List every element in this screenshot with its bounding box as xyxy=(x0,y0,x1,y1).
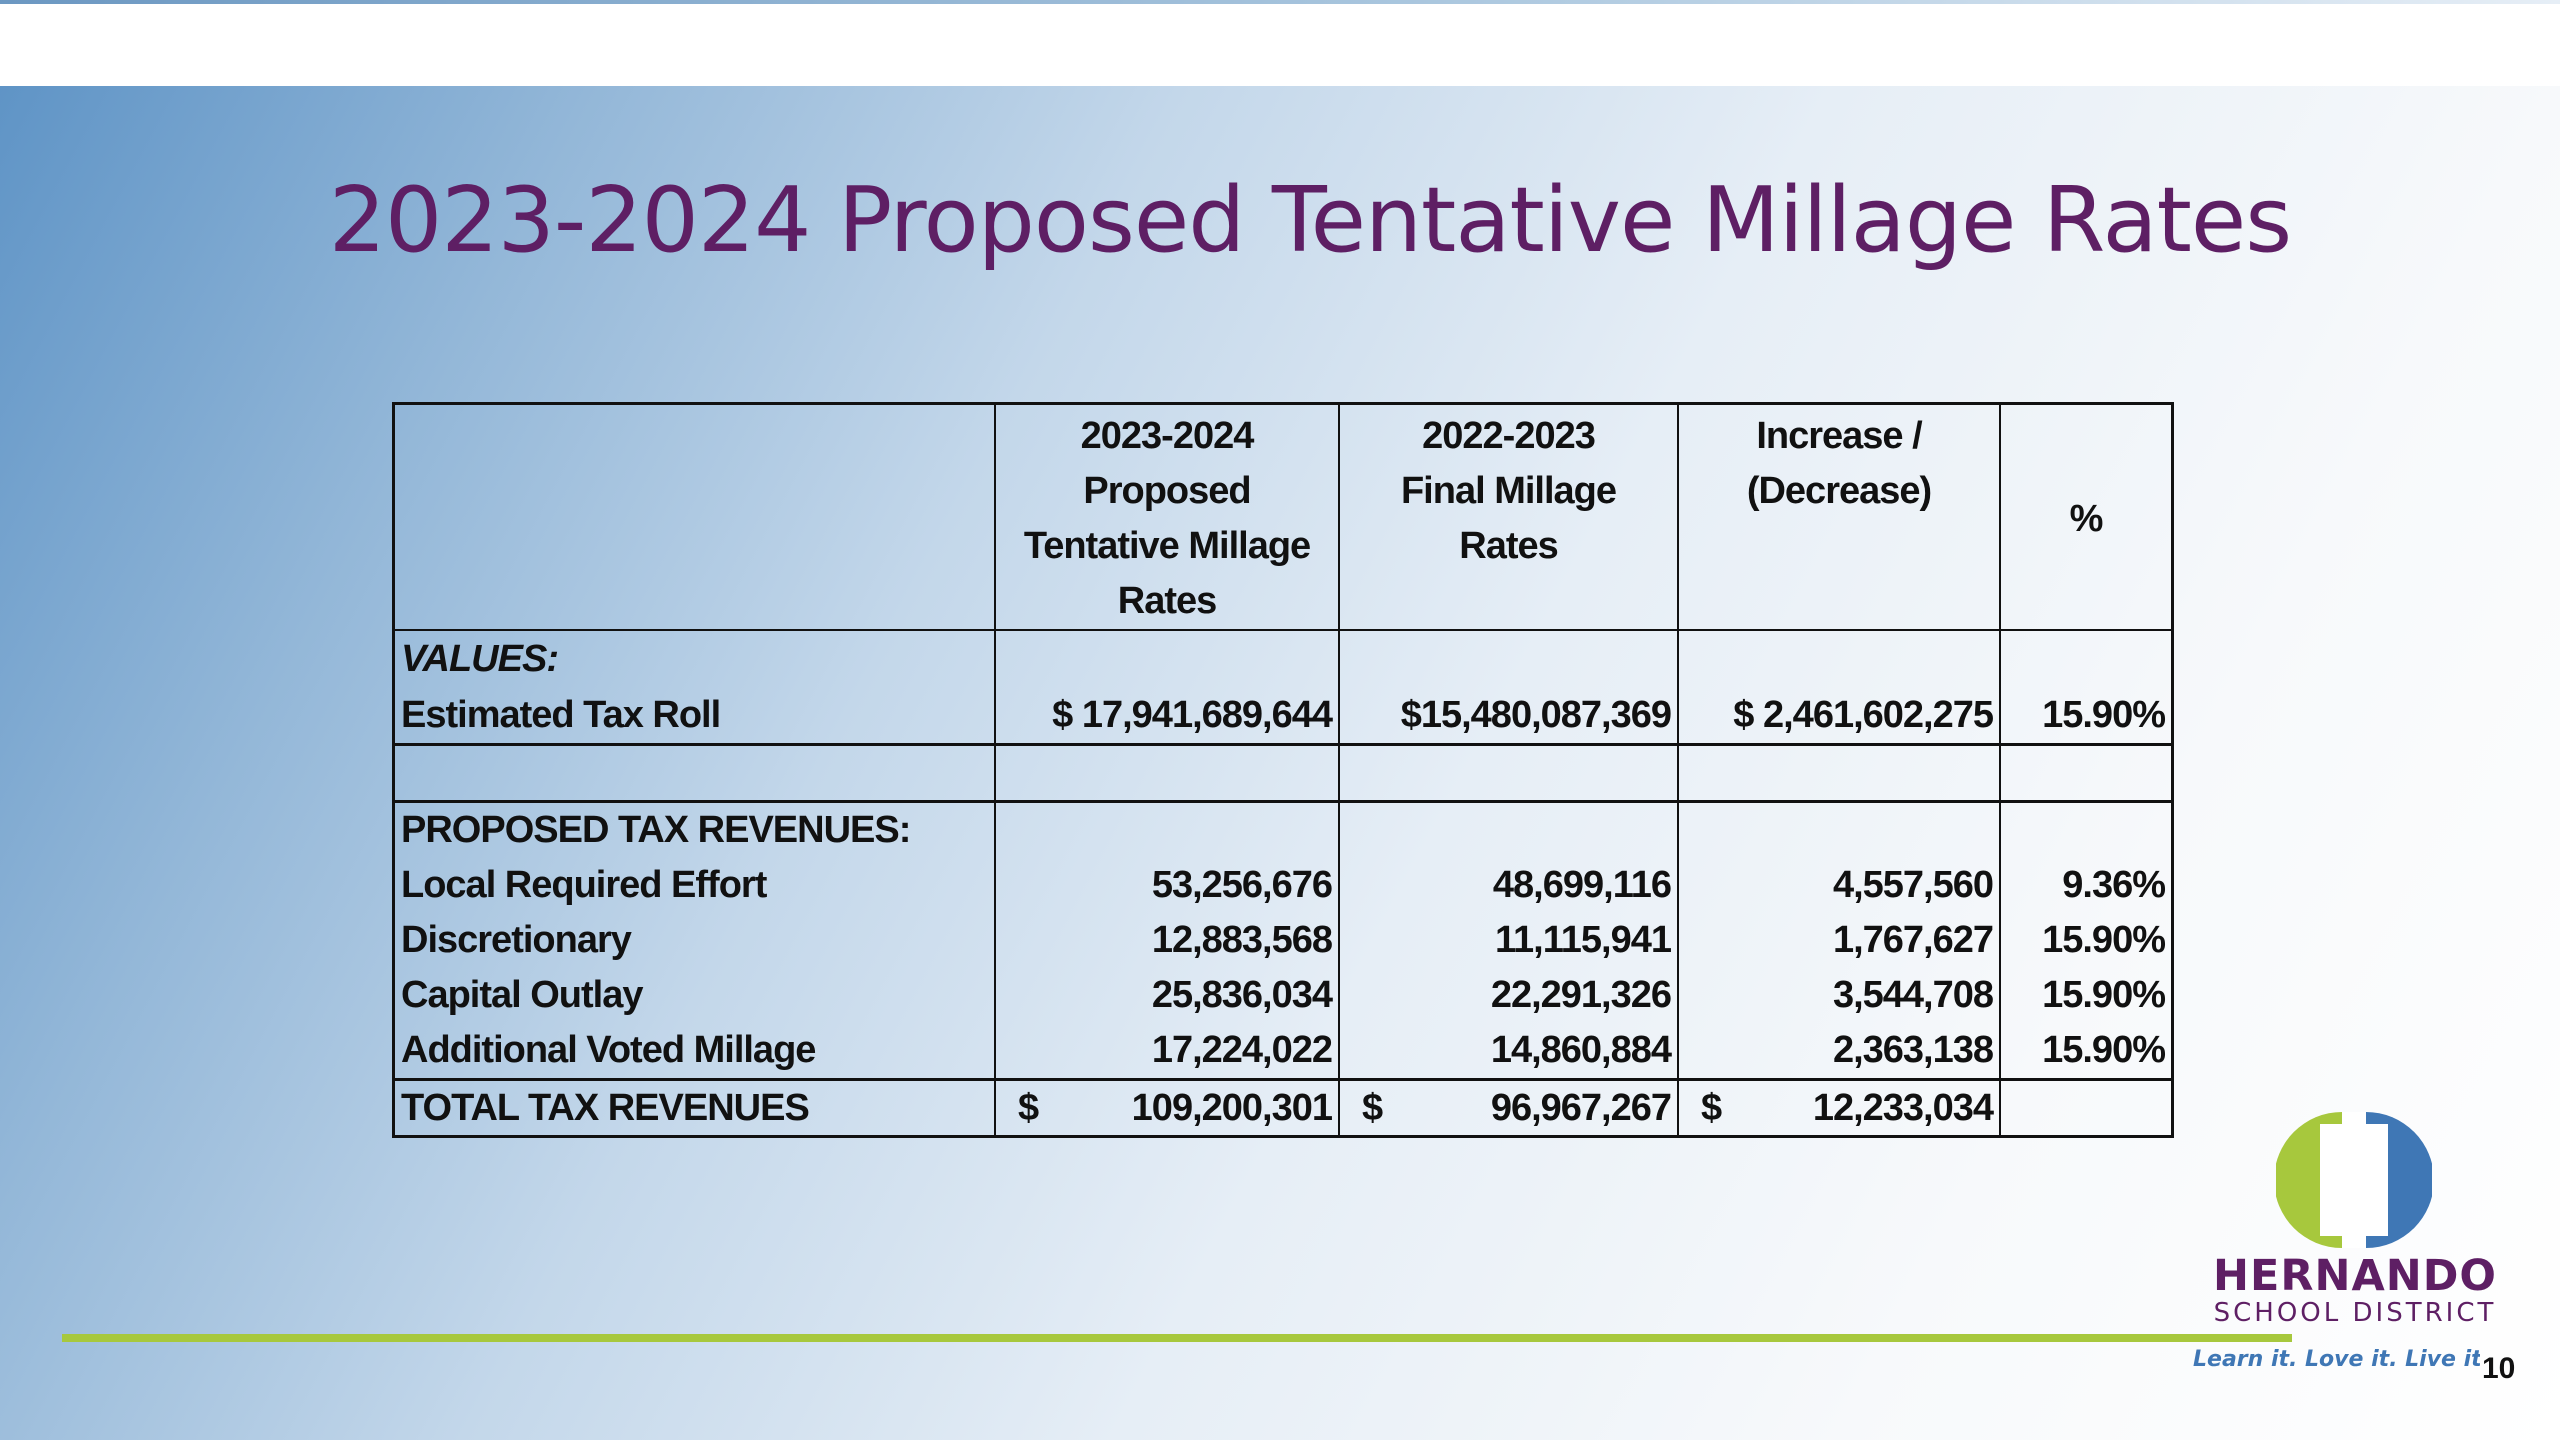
slide-title: 2023-2024 Proposed Tentative Millage Rat… xyxy=(328,168,2292,273)
table-spacer-row xyxy=(392,744,2174,803)
cell-percent: 15.90% xyxy=(2000,687,2174,746)
header-proposed: 2023-2024 Proposed Tentative Millage Rat… xyxy=(995,402,1340,631)
row-label: Capital Outlay xyxy=(392,968,996,1023)
cell-change: 3,544,708 xyxy=(1678,968,2001,1023)
table-row: VALUES: xyxy=(392,630,2174,687)
top-border-line xyxy=(0,0,2560,4)
cell-final: $15,480,087,369 xyxy=(1339,687,1679,746)
header-line: Tentative Millage xyxy=(1023,525,1311,567)
total-value: 109,200,301 xyxy=(1131,1087,1333,1129)
cell-percent: 15.90% xyxy=(2000,913,2174,968)
cell-change: $12,233,034 xyxy=(1678,1079,2001,1138)
table-row: Additional Voted Millage 17,224,022 14,8… xyxy=(392,1023,2174,1081)
row-label: Additional Voted Millage xyxy=(392,1023,996,1081)
h-logo-icon xyxy=(2276,1112,2432,1248)
values-section-label: VALUES: xyxy=(392,630,996,687)
cell-change: 4,557,560 xyxy=(1678,858,2001,913)
header-percent: % xyxy=(2000,402,2174,631)
cell-proposed: $ 17,941,689,644 xyxy=(995,687,1340,746)
cell-change: 1,767,627 xyxy=(1678,913,2001,968)
header-line: (Decrease) xyxy=(1746,470,1932,512)
header-line: Proposed xyxy=(1083,470,1251,512)
cell-percent: 9.36% xyxy=(2000,858,2174,913)
cell-percent: 15.90% xyxy=(2000,968,2174,1023)
currency-symbol: $ xyxy=(1701,1087,1722,1129)
total-value: 12,233,034 xyxy=(1812,1087,1994,1129)
header-change: Increase / (Decrease) xyxy=(1678,402,2001,631)
cell-final: 11,115,941 xyxy=(1339,913,1679,968)
cell-change: $ 2,461,602,275 xyxy=(1678,687,2001,746)
cell-proposed: 17,224,022 xyxy=(995,1023,1340,1081)
table-total-row: TOTAL TAX REVENUES $109,200,301 $96,967,… xyxy=(392,1079,2174,1138)
cell-final: 14,860,884 xyxy=(1339,1023,1679,1081)
revenues-section-label: PROPOSED TAX REVENUES: xyxy=(392,801,996,858)
cell-proposed: 53,256,676 xyxy=(995,858,1340,913)
cell-change: 2,363,138 xyxy=(1678,1023,2001,1081)
page-number: 10 xyxy=(2482,1352,2516,1385)
row-label: Local Required Effort xyxy=(392,858,996,913)
cell-final: $96,967,267 xyxy=(1339,1079,1679,1138)
bottom-accent-line xyxy=(62,1334,2292,1342)
table-row: Estimated Tax Roll $ 17,941,689,644 $15,… xyxy=(392,687,2174,746)
district-logo: HERNANDO SCHOOL DISTRICT xyxy=(2190,1110,2520,1380)
cell-percent: 15.90% xyxy=(2000,1023,2174,1081)
header-line: Final Millage xyxy=(1400,470,1617,512)
logo-tagline: Learn it. Love it. Live it. xyxy=(2193,1347,2480,1372)
total-label: TOTAL TAX REVENUES xyxy=(392,1079,996,1138)
row-label: Estimated Tax Roll xyxy=(392,687,996,746)
header-line: 2022-2023 xyxy=(1422,415,1596,457)
cell-proposed: 12,883,568 xyxy=(995,913,1340,968)
currency-symbol: $ xyxy=(1018,1087,1039,1129)
header-final: 2022-2023 Final Millage Rates xyxy=(1339,402,1679,631)
table-header-row: 2023-2024 Proposed Tentative Millage Rat… xyxy=(392,402,2174,631)
header-line: 2023-2024 xyxy=(1080,415,1255,457)
cell-proposed: 25,836,034 xyxy=(995,968,1340,1023)
table-row: PROPOSED TAX REVENUES: xyxy=(392,801,2174,858)
cell-percent xyxy=(2000,1079,2174,1138)
cell-final: 22,291,326 xyxy=(1339,968,1679,1023)
table-row: Discretionary 12,883,568 11,115,941 1,76… xyxy=(392,913,2174,968)
table-row: Capital Outlay 25,836,034 22,291,326 3,5… xyxy=(392,968,2174,1023)
cell-final: 48,699,116 xyxy=(1339,858,1679,913)
logo-subtitle: SCHOOL DISTRICT xyxy=(2213,1298,2497,1328)
row-label: Discretionary xyxy=(392,913,996,968)
currency-symbol: $ xyxy=(1362,1087,1383,1129)
table-row: Local Required Effort 53,256,676 48,699,… xyxy=(392,858,2174,913)
cell-proposed: $109,200,301 xyxy=(995,1079,1340,1138)
header-line: Rates xyxy=(1459,525,1559,567)
header-line: Rates xyxy=(1117,580,1218,622)
header-line: Increase / xyxy=(1756,415,1922,457)
logo-name: HERNANDO xyxy=(2213,1251,2497,1301)
millage-rates-table: 2023-2024 Proposed Tentative Millage Rat… xyxy=(392,402,2174,1138)
total-value: 96,967,267 xyxy=(1490,1087,1672,1129)
header-empty-cell xyxy=(392,402,996,631)
